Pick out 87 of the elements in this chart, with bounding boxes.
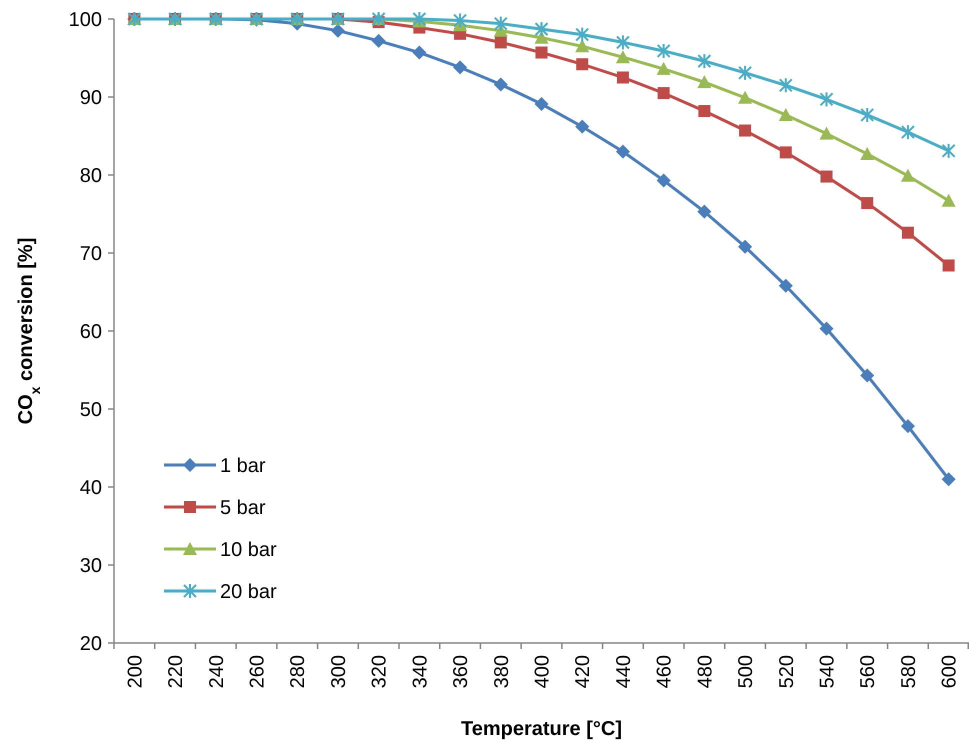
y-tick-label: 100: [68, 9, 102, 31]
y-tick-label: 20: [80, 633, 102, 655]
point: [697, 204, 712, 219]
legend-label: 5 bar: [220, 497, 266, 519]
point: [778, 278, 793, 293]
point: [616, 50, 630, 64]
x-tick-label: 600: [938, 655, 961, 688]
point: [372, 34, 386, 48]
point: [576, 58, 588, 70]
point: [412, 11, 426, 27]
point: [534, 21, 548, 38]
point: [820, 322, 834, 336]
y-tick-label: 40: [80, 477, 102, 499]
point: [738, 64, 752, 81]
x-tick-label: 320: [368, 655, 391, 688]
point: [697, 53, 712, 70]
point: [656, 62, 671, 75]
point: [942, 142, 956, 159]
point: [860, 146, 874, 160]
point: [861, 197, 874, 210]
point: [778, 108, 793, 121]
point: [739, 124, 752, 137]
point: [738, 90, 752, 104]
x-tick-label: 480: [694, 655, 716, 688]
legend-label: 10 bar: [220, 539, 278, 561]
legend-label: 1 bar: [220, 455, 266, 477]
x-tick-label: 560: [857, 655, 880, 688]
point: [942, 194, 956, 207]
x-tick-label: 580: [898, 655, 920, 688]
point: [494, 36, 507, 48]
x-tick-label: 540: [816, 655, 838, 688]
point: [656, 42, 671, 59]
y-tick-label: 50: [80, 399, 102, 421]
point: [738, 240, 752, 254]
y-tick-label: 70: [80, 243, 102, 265]
x-tick-label: 460: [654, 655, 676, 688]
x-tick-label: 380: [490, 655, 513, 688]
x-tick-label: 300: [328, 655, 350, 688]
point: [616, 34, 630, 50]
point: [575, 120, 590, 134]
point: [820, 126, 834, 140]
point: [900, 419, 915, 434]
x-tick-label: 200: [124, 655, 146, 688]
x-tick-label: 240: [206, 655, 228, 688]
point: [902, 226, 914, 239]
y-tick-label: 90: [80, 87, 102, 109]
point: [330, 24, 345, 38]
point: [860, 106, 874, 123]
y-tick-label: 60: [80, 321, 102, 343]
x-tick-label: 520: [776, 655, 798, 688]
point: [575, 26, 590, 43]
point: [616, 144, 630, 159]
point: [534, 97, 548, 112]
y-tick-label: 80: [80, 165, 102, 187]
point: [575, 39, 590, 52]
point: [820, 170, 832, 183]
point: [942, 472, 956, 486]
point: [860, 368, 874, 382]
point: [942, 259, 955, 272]
point: [778, 77, 793, 94]
x-tick-label: 360: [450, 655, 472, 688]
x-tick-label: 340: [409, 655, 432, 688]
x-tick-label: 400: [532, 655, 554, 688]
point: [697, 75, 712, 88]
point: [900, 168, 915, 182]
x-tick-label: 440: [612, 655, 635, 688]
point: [453, 12, 468, 29]
x-tick-label: 280: [287, 655, 310, 688]
point: [658, 87, 670, 100]
y-tick-label: 30: [80, 555, 102, 577]
point: [820, 91, 834, 108]
x-tick-label: 220: [165, 655, 188, 688]
point: [494, 16, 508, 32]
point: [900, 124, 915, 140]
legend-label: 20 bar: [220, 581, 278, 603]
x-tick-label: 260: [246, 655, 268, 688]
point: [656, 173, 671, 188]
point: [616, 72, 629, 84]
point: [412, 46, 426, 60]
x-tick-label: 420: [572, 655, 594, 688]
point: [536, 46, 548, 59]
x-axis-title: Temperature [°C]: [461, 718, 622, 740]
point: [453, 60, 468, 74]
point: [494, 78, 508, 92]
x-tick-label: 500: [735, 655, 758, 688]
point: [780, 146, 792, 158]
point: [698, 105, 710, 118]
